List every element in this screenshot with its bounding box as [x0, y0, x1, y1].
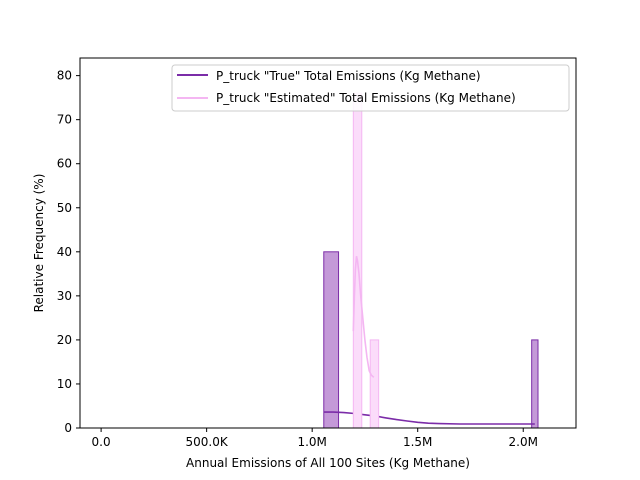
legend-box: [171, 64, 570, 112]
y-tick-label-7: 70: [57, 113, 72, 127]
y-axis-ticks: 0 10 20 30 40 50 60 70 80: [57, 69, 80, 435]
histogram-bar-s0-b0: [323, 251, 340, 429]
axes-frame: [79, 57, 577, 429]
histogram-bar-s1-b1: [369, 339, 380, 429]
x-tick-label-3: 1.5M: [403, 435, 432, 449]
y-tick-label-6: 60: [57, 157, 72, 171]
y-tick-label-1: 10: [57, 377, 72, 391]
kde-line-s1: [352, 256, 375, 378]
y-tick-label-0: 0: [64, 421, 72, 435]
legend-label-true: P_truck "True" Total Emissions (Kg Metha…: [216, 69, 481, 83]
plot-area: [323, 92, 555, 429]
y-tick-label-2: 20: [57, 333, 72, 347]
y-tick-label-5: 50: [57, 201, 72, 215]
legend: P_truck "True" Total Emissions (Kg Metha…: [171, 64, 570, 112]
x-axis-label: Annual Emissions of All 100 Sites (Kg Me…: [186, 456, 470, 470]
x-axis-ticks: 0.0 500.0K 1.0M 1.5M 2.0M: [92, 428, 538, 449]
x-tick-label-2: 1.0M: [297, 435, 326, 449]
y-axis-label: Relative Frequency (%): [32, 174, 46, 313]
x-tick-label-1: 500.0K: [186, 435, 229, 449]
x-tick-label-0: 0.0: [92, 435, 111, 449]
x-tick-label-4: 2.0M: [509, 435, 538, 449]
histogram-bar-s0-b1: [531, 339, 539, 429]
y-tick-label-4: 40: [57, 245, 72, 259]
kde-line-s0: [323, 411, 535, 425]
legend-label-estimated: P_truck "Estimated" Total Emissions (Kg …: [216, 91, 516, 105]
y-tick-label-3: 30: [57, 289, 72, 303]
y-tick-label-8: 80: [57, 69, 72, 83]
